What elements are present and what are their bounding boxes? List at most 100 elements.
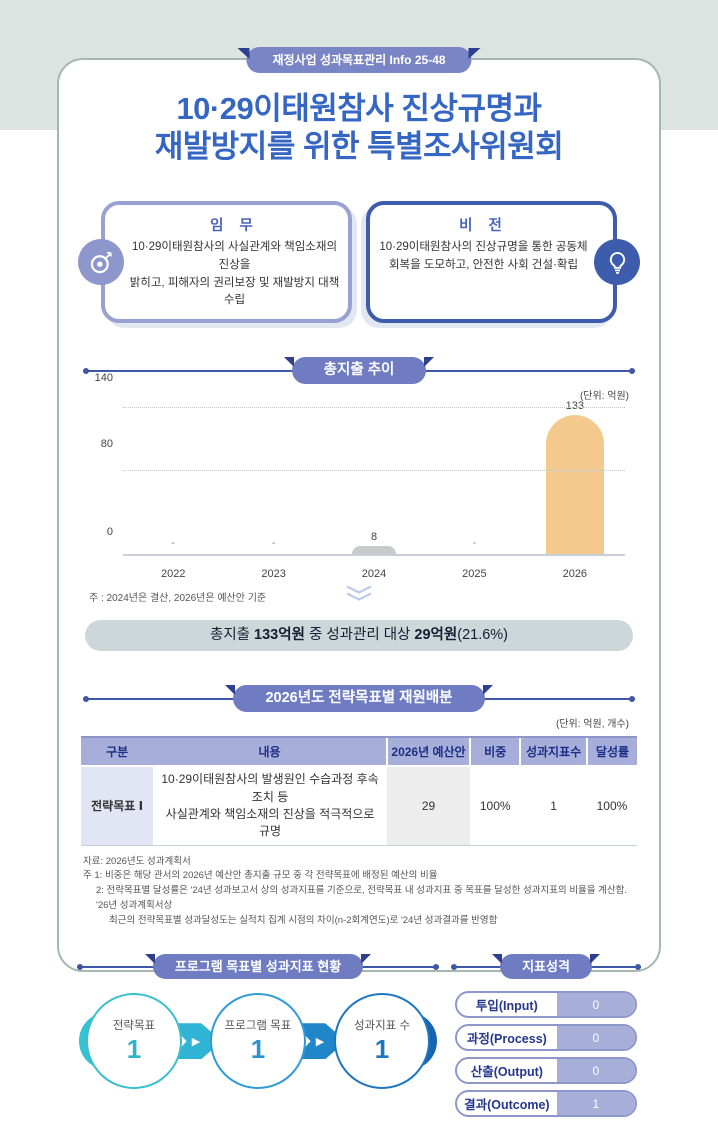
vision-box: 비 전 10·29이태원참사의 진상규명을 통한 공동체 회복을 도모하고, 안… [366,200,640,324]
chart-column-2023: - [223,408,323,554]
indicator-value: 0 [556,1059,635,1083]
chart-column-2025: - [424,408,524,554]
allocation-section-title: 2026년도 전략목표별 재원배분 [225,685,493,713]
mission-text-line1: 10·29이태원참사의 사실관계와 책임소재의 진상을 [131,240,338,271]
chart-column-2022: - [123,408,223,554]
vision-text-line1: 10·29이태원참사의 진상규명을 통한 공동체 [379,240,588,253]
mission-heading: 임 무 [210,217,259,234]
col-header-achievement: 달성률 [585,736,637,768]
gridline [123,407,625,409]
series-badge: 재정사업 성과목표관리 Info 25-48 [237,47,481,73]
spending-bar-chart: 0 80 140 - - 8 - 133 2022 2023 2024 2025 2026 [87,372,625,580]
bar-value-label: 133 [565,400,585,413]
page-title: 10·29이태원참사 진상규명과 재발방지를 위한 특별조사위원회 [59,90,659,167]
allocation-table: 구분 내용 2026년 예산안 비중 성과지표수 달성률 전략목표 Ⅰ 10·2… [81,736,637,846]
summary-total-value: 133억원 [254,627,305,644]
col-header-indicators: 성과지표수 [519,736,587,768]
indicator-type-section: 지표성격 투입(Input) 0 과정(Process) 0 산출(Output… [451,954,642,1123]
chart-column-2024: 8 [324,408,424,555]
col-header-share: 비중 [469,736,521,768]
arrow-glyph: ▶ [191,1035,201,1048]
chart-column-2026: 133 [525,400,625,555]
step-strategic-goal: 전략목표 1 [86,993,182,1090]
bar-value-label: - [271,537,276,550]
cell-description-line2: 사실관계와 책임소재의 진상을 적극적으로 규명 [165,806,375,839]
indicator-label: 과정(Process) [466,1032,547,1047]
target-icon [78,239,124,285]
footnote-2-cont: 최근의 전략목표별 성과달성도는 실적치 집계 시점의 차이(n-2회계연도)로… [109,914,498,926]
col-header-content: 내용 [153,736,387,768]
program-section-banner: 프로그램 목표별 성과지표 현황 [77,954,440,980]
mission-text: 10·29이태원참사의 사실관계와 책임소재의 진상을 밝히고, 피해자의 권리… [127,239,342,310]
cell-description-line1: 10·29이태원참사의 발생원인 수습과정 후속조치 등 [161,772,379,804]
vision-heading: 비 전 [459,217,508,234]
chart-plot-area: - - 8 - 133 [123,400,625,557]
indicator-label: 산출(Output) [470,1065,543,1080]
step-indicator-count: 성과지표 수 1 [334,993,430,1090]
indicator-section-title: 지표성격 [492,954,600,980]
bottom-section: 프로그램 목표별 성과지표 현황 전략목표 1 ▶ 프로그램 목표 1 ▶ 성과… [77,954,642,1123]
spending-section-banner: 총지출 추이 [83,357,636,385]
cell-budget: 29 [386,766,471,846]
indicator-value: 0 [556,993,635,1017]
cell-indicators: 1 [520,766,587,846]
footnotes: 자료: 2026년도 성과계획서 주 1: 비중은 해당 관서의 2026년 예… [83,855,635,929]
banner-line-left [83,695,240,702]
banner-line-left [83,367,298,374]
col-header-budget: 2026년 예산안 [385,736,471,768]
bar-value-label: - [472,537,477,550]
step-label: 성과지표 수 [353,1020,411,1033]
program-steps: 전략목표 1 ▶ 프로그램 목표 1 ▶ 성과지표 수 1 [77,991,439,1091]
cell-achievement: 100% [586,766,637,846]
banner-line-right [420,367,636,374]
x-axis-tick: 2022 [160,568,186,581]
table-header-row: 구분 내용 2026년 예산안 비중 성과지표수 달성률 [81,736,637,768]
footnote-2: 2: 전략목표별 달성률은 '24년 성과보고서 상의 성과지표를 기준으로, … [96,885,628,911]
indicator-row-input: 투입(Input) 0 [455,991,637,1019]
chart-note: 주 : 2024년은 결산, 2026년은 예산안 기준 [89,593,267,605]
bar [545,415,604,555]
arrow-glyph: ▶ [315,1035,325,1048]
x-axis-tick: 2026 [562,568,588,581]
indicator-label: 투입(Input) [475,999,538,1014]
cell-share: 100% [470,766,521,846]
bar-value-label: - [171,537,176,550]
step-value: 1 [250,1034,266,1065]
y-axis-tick: 80 [100,438,113,451]
page-title-line2: 재발방지를 위한 특별조사위원회 [154,129,564,165]
summary-target-value: 29억원 [414,627,458,644]
x-axis-tick: 2025 [462,568,487,581]
gridline [123,469,625,471]
footnote-source: 자료: 2026년도 성과계획서 [83,855,191,867]
indicator-label: 결과(Outcome) [464,1098,550,1113]
page-title-line1: 10·29이태원참사 진상규명과 [176,91,542,126]
x-axis-tick: 2023 [261,568,286,581]
program-indicator-section: 프로그램 목표별 성과지표 현황 전략목표 1 ▶ 프로그램 목표 1 ▶ 성과… [77,954,440,1123]
banner-line-right [478,695,636,702]
summary-text: 총지출 [209,627,255,644]
spending-section-title: 총지출 추이 [283,357,435,385]
spending-unit-label: (단위: 억원) [579,391,629,403]
bar-value-label: 8 [370,530,378,543]
indicator-row-process: 과정(Process) 0 [455,1024,637,1052]
infographic-card: 재정사업 성과목표관리 Info 25-48 10·29이태원참사 진상규명과 … [57,47,661,1118]
step-label: 전략목표 [112,1020,156,1033]
allocation-unit-label: (단위: 억원, 개수) [556,719,629,731]
lightbulb-icon [594,239,640,285]
mission-box: 임 무 10·29이태원참사의 사실관계와 책임소재의 진상을 밝히고, 피해자… [78,200,352,324]
col-header-category: 구분 [81,736,154,768]
banner-line-right [357,963,440,970]
chart-x-axis: 2022 2023 2024 2025 2026 [123,568,625,580]
mission-text-line2: 밝히고, 피해자의 권리보장 및 재발방지 대책 수립 [129,276,340,307]
step-value: 1 [374,1034,390,1065]
footnote-1: 주 1: 비중은 해당 관서의 2026년 예산안 총지출 규모 중 각 전략목… [83,870,438,882]
chart-note-row: 주 : 2024년은 결산, 2026년은 예산안 기준 [89,584,629,606]
indicator-value: 1 [556,1092,635,1116]
step-program-goal: 프로그램 목표 1 [210,993,306,1090]
chevron-down-icon [345,585,373,607]
banner-line-left [451,963,507,970]
indicator-value: 0 [556,1026,635,1050]
bar [352,545,397,555]
vision-text-line2: 회복을 도모하고, 안전한 사회 건설·확립 [388,258,579,271]
step-label: 프로그램 목표 [224,1020,292,1033]
